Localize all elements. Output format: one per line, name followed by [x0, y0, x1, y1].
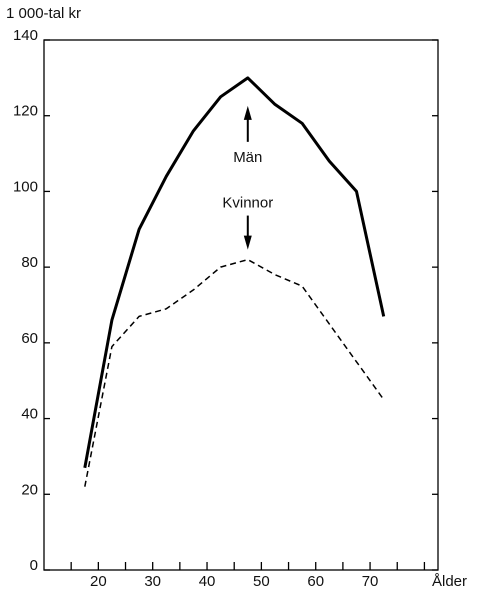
- x-tick-label: 40: [199, 573, 216, 590]
- y-tick-label: 40: [21, 406, 38, 423]
- y-axis-label: 1 000-tal kr: [6, 5, 81, 22]
- arrow-head: [243, 105, 252, 120]
- legend-label: Kvinnor: [222, 195, 273, 212]
- legend-label: Män: [233, 149, 262, 166]
- x-tick-label: 70: [362, 573, 379, 590]
- y-tick-label: 100: [13, 178, 38, 195]
- y-tick-label: 80: [21, 254, 38, 271]
- y-tick-label: 20: [21, 481, 38, 498]
- y-tick-label: 60: [21, 330, 38, 347]
- y-tick-label: 140: [13, 27, 38, 44]
- y-tick-label: 120: [13, 103, 38, 120]
- x-tick-label: 30: [144, 573, 161, 590]
- x-tick-label: 20: [90, 573, 107, 590]
- line-series: [84, 258, 385, 487]
- line-series: [83, 76, 386, 469]
- x-tick-label: 50: [253, 573, 270, 590]
- x-axis-label: Ålder: [432, 573, 467, 590]
- x-tick-label: 60: [307, 573, 324, 590]
- y-tick-label: 0: [30, 557, 38, 574]
- arrow-head: [243, 235, 252, 250]
- plot-frame: [43, 39, 439, 571]
